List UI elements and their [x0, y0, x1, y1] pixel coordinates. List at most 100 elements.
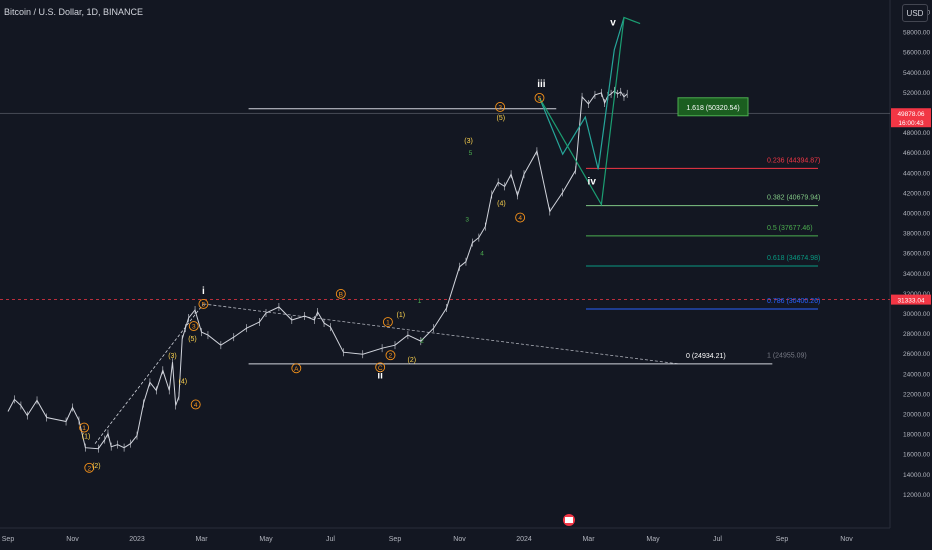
label-text: 4	[194, 402, 198, 409]
y-tick-label: 28000.00	[903, 331, 930, 338]
label-text: 2	[87, 465, 91, 472]
projection-path-a	[538, 17, 625, 170]
fib-level-label: 0.5 (37677.46)	[767, 225, 813, 232]
fib-level-label: 1 (24955.09)	[767, 353, 807, 360]
fib-level-label: 0.236 (44394.87)	[767, 157, 820, 164]
label-text: C	[378, 365, 383, 372]
label-text: 1	[386, 320, 390, 327]
label-text: 3	[498, 104, 502, 111]
bracket-wave-label: (2)	[92, 463, 101, 470]
x-tick-label: Mar	[582, 536, 595, 543]
currency-button[interactable]: USD	[902, 4, 928, 22]
circled-wave-label: 4	[515, 212, 526, 223]
circled-wave-label: 5	[534, 92, 545, 103]
y-tick-label: 48000.00	[903, 130, 930, 137]
label-text: 4	[518, 215, 522, 222]
bracket-wave-label: (3)	[464, 138, 473, 145]
y-tick-label: 30000.00	[903, 311, 930, 318]
circled-wave-label: 3	[188, 321, 199, 332]
label-circle	[84, 462, 95, 473]
label-text: 5	[202, 301, 206, 308]
circled-wave-label: 1	[79, 422, 90, 433]
label-text: A	[294, 366, 299, 373]
y-tick-label: 54000.00	[903, 70, 930, 77]
bracket-wave-label: (5)	[496, 115, 505, 122]
x-tick-label: May	[259, 536, 273, 543]
y-tick-label: 38000.00	[903, 231, 930, 238]
y-tick-label: 58000.00	[903, 30, 930, 37]
label-circle	[198, 299, 209, 309]
descending-trendline	[203, 303, 679, 365]
x-tick-label: Mar	[195, 536, 208, 543]
fib-level-label: 0.382 (40679.94)	[767, 195, 820, 202]
label-text: 3	[192, 324, 196, 331]
label-text: B	[339, 291, 343, 298]
y-tick-label: 34000.00	[903, 271, 930, 278]
x-tick-label: Nov	[840, 536, 853, 543]
y-tick-label: 26000.00	[903, 351, 930, 358]
label-circle	[515, 212, 526, 223]
circled-wave-label: C	[375, 362, 386, 373]
label-circle	[385, 350, 396, 361]
label-text: 5	[538, 95, 542, 102]
y-tick-label: 24000.00	[903, 371, 930, 378]
projection-path-b	[538, 16, 641, 207]
x-tick-label: Jul	[713, 536, 722, 543]
y-tick-label: 12000.00	[903, 492, 930, 499]
y-tick-label: 16000.00	[903, 452, 930, 459]
wave-label: iii	[537, 79, 546, 90]
y-tick-label: 46000.00	[903, 150, 930, 157]
price-tag-box	[891, 117, 931, 128]
bracket-wave-label: (5)	[188, 336, 197, 343]
fib-level-label: 0.786 (30400.26)	[767, 298, 820, 305]
fib-level-label: 0 (24934.21)	[686, 353, 726, 360]
fib-level-label: 0.618 (34674.98)	[767, 255, 820, 262]
wave-label: i	[202, 286, 205, 297]
x-tick-label: May	[646, 536, 660, 543]
circled-wave-label: 2	[385, 350, 396, 361]
bracket-wave-label: (3)	[168, 353, 177, 360]
minor-wave-label: 4	[480, 251, 484, 258]
event-marker-flag	[565, 517, 573, 523]
x-tick-label: Nov	[66, 536, 79, 543]
circled-wave-label: 5	[198, 299, 209, 309]
label-circle	[190, 399, 201, 410]
price-tag-text: 31333.04	[897, 298, 924, 305]
ascending-trendline	[94, 303, 204, 444]
x-tick-label: Sep	[2, 536, 15, 543]
label-circle	[79, 422, 90, 433]
circled-wave-label: 1	[382, 317, 393, 327]
y-tick-label: 56000.00	[903, 50, 930, 57]
x-tick-label: Sep	[776, 536, 789, 543]
y-tick-label: 40000.00	[903, 211, 930, 218]
symbol-title: Bitcoin / U.S. Dollar, 1D, BINANCE	[4, 7, 144, 17]
label-circle	[495, 102, 506, 112]
x-tick-label: Jul	[326, 536, 335, 543]
y-tick-label: 22000.00	[903, 391, 930, 398]
minor-wave-label: 2	[420, 338, 424, 345]
x-tick-label: 2024	[516, 536, 532, 543]
price-tag-box	[891, 108, 931, 119]
wave-label: ii	[377, 370, 383, 381]
bracket-wave-label: (4)	[497, 200, 506, 207]
label-circle	[375, 362, 386, 373]
bracket-wave-label: (1)	[82, 434, 91, 441]
y-tick-label: 32000.00	[903, 291, 930, 298]
y-tick-label: 42000.00	[903, 190, 930, 197]
label-circle	[534, 92, 545, 103]
fib-target-box	[677, 97, 749, 117]
bracket-wave-label: (2)	[407, 357, 416, 364]
circled-wave-label: 3	[495, 102, 506, 112]
y-tick-label: 14000.00	[903, 472, 930, 479]
label-circle	[382, 317, 393, 327]
wave-label: v	[610, 18, 616, 29]
y-tick-label: 44000.00	[903, 170, 930, 177]
price-tag-text: 16:00:43	[898, 120, 924, 127]
label-text: 1	[82, 425, 86, 432]
label-circle	[335, 288, 346, 299]
y-tick-label: 36000.00	[903, 251, 930, 258]
y-tick-label: 20000.00	[903, 412, 930, 419]
bracket-wave-label: (1)	[397, 312, 406, 319]
